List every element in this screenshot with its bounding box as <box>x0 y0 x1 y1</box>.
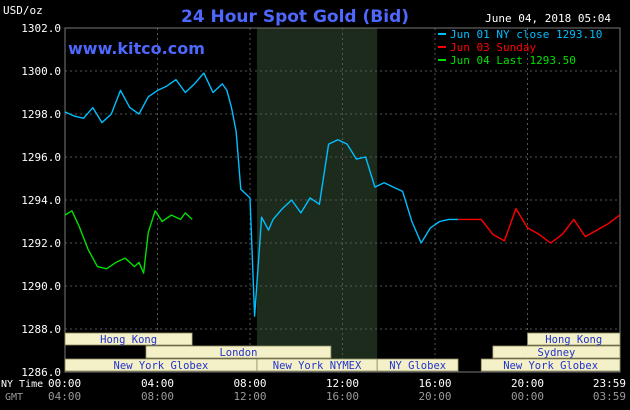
ny-time-label: NY Time <box>1 379 43 390</box>
session-label: New York Globex <box>114 360 209 372</box>
series-line <box>458 207 621 244</box>
x-tick-label-gmt: 20:00 <box>418 390 451 403</box>
plot-frame <box>64 27 621 373</box>
x-axis-ticks: 00:0004:0004:0008:0008:0012:0012:0016:00… <box>48 377 626 403</box>
chart-title: 24 Hour Spot Gold (Bid) <box>181 7 409 27</box>
x-tick-label-gmt: 04:00 <box>48 390 81 403</box>
x-tick-label-gmt: 03:59 <box>593 390 626 403</box>
session-label: New York NYMEX <box>273 360 362 372</box>
session-label: Sydney <box>537 347 575 359</box>
x-tick-label-ny: 12:00 <box>326 377 359 390</box>
y-tick-label: 1286.0 <box>21 366 61 379</box>
y-tick-label: 1288.0 <box>21 323 61 336</box>
x-tick-label-gmt: 16:00 <box>326 390 359 403</box>
y-tick-label: 1298.0 <box>21 108 61 121</box>
grid-lines <box>64 27 621 373</box>
series-line <box>64 210 193 274</box>
legend-entry: Jun 01 NY close 1293.10 <box>450 28 602 41</box>
nymex-session-highlight <box>256 28 378 372</box>
series-line <box>64 72 459 317</box>
x-tick-label-gmt: 08:00 <box>141 390 174 403</box>
y-tick-label: 1302.0 <box>21 22 61 35</box>
y-axis-ticks: 1302.0 1300.0 1298.0 1296.0 1294.0 1292.0 1290… <box>21 22 61 379</box>
session-label: Hong Kong <box>545 334 602 346</box>
x-tick-label-ny: 08:00 <box>233 377 266 390</box>
session-bar <box>64 332 193 346</box>
trading-sessions: Hong Kong London New York Globex New York N… <box>64 332 621 372</box>
session-label: NY Globex <box>389 360 446 372</box>
y-tick-label: 1296.0 <box>21 151 61 164</box>
chart-date: June 04, 2018 05:04 <box>485 12 611 25</box>
session-label: London <box>219 347 257 359</box>
price-series <box>64 72 621 317</box>
session-label: Hong Kong <box>100 334 157 346</box>
session-bar <box>376 358 459 372</box>
x-tick-label-gmt: 12:00 <box>233 390 266 403</box>
session-bar <box>145 345 332 359</box>
x-tick-label-gmt: 00:00 <box>511 390 544 403</box>
gmt-label: GMT <box>5 392 23 403</box>
x-tick-label-ny: 23:59 <box>593 377 626 390</box>
x-tick-label-ny: 20:00 <box>511 377 544 390</box>
y-tick-label: 1292.0 <box>21 237 61 250</box>
legend-entry: Jun 04 Last 1293.50 <box>450 54 576 67</box>
session-bar <box>527 332 621 346</box>
y-tick-label: 1290.0 <box>21 280 61 293</box>
x-tick-label-ny: 16:00 <box>418 377 451 390</box>
y-tick-label: 1300.0 <box>21 65 61 78</box>
session-label: New York Globex <box>503 360 598 372</box>
x-tick-label-ny: 00:00 <box>48 377 81 390</box>
kitco-watermark: www.kitco.com <box>68 39 205 58</box>
session-bar <box>480 358 621 372</box>
legend-entry: Jun 03 Sunday <box>450 41 536 54</box>
session-bar <box>492 345 621 359</box>
y-unit-label: USD/oz <box>3 4 43 17</box>
y-tick-label: 1294.0 <box>21 194 61 207</box>
x-tick-label-ny: 04:00 <box>141 377 174 390</box>
